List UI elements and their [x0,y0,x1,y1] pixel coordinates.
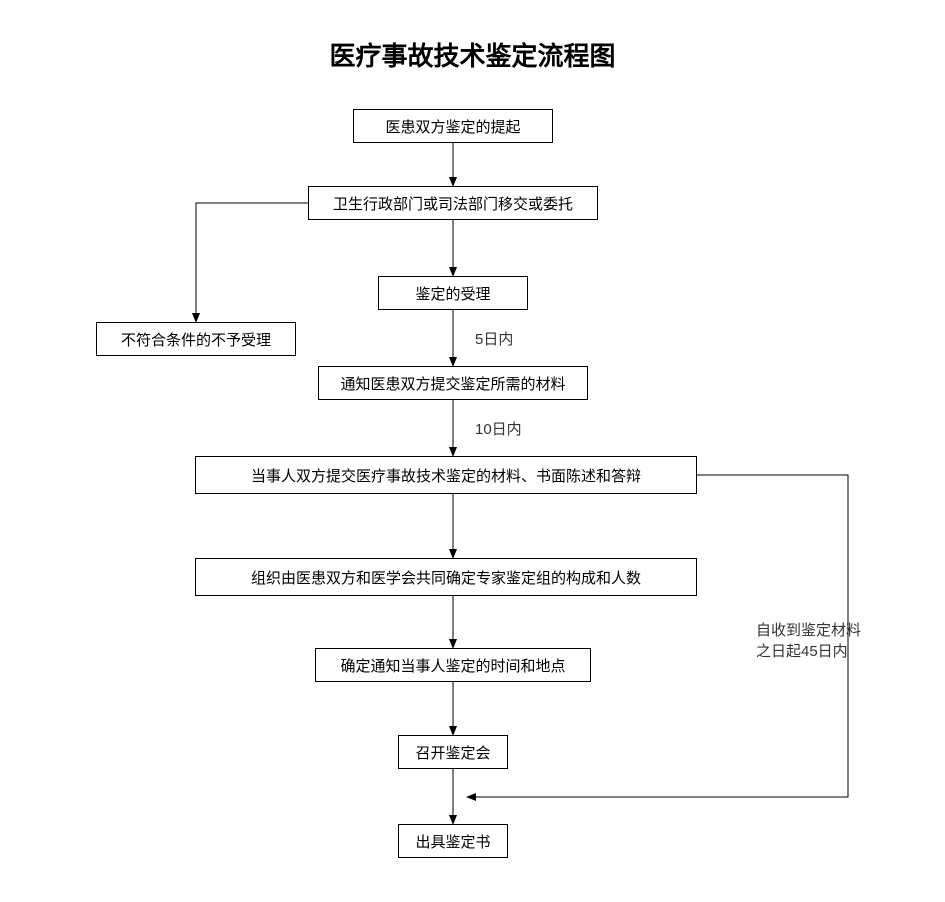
flowchart-node-n10: 出具鉴定书 [398,824,508,858]
flowchart-node-n1: 医患双方鉴定的提起 [353,109,553,143]
flowchart-node-n8: 确定通知当事人鉴定的时间和地点 [315,648,591,682]
flowchart-node-n3: 鉴定的受理 [378,276,528,310]
flowchart-node-n5: 通知医患双方提交鉴定所需的材料 [318,366,588,400]
flowchart-node-n2: 卫生行政部门或司法部门移交或委托 [308,186,598,220]
flowchart-title: 医疗事故技术鉴定流程图 [0,36,945,73]
flowchart-node-n9: 召开鉴定会 [398,735,508,769]
edge-label-n3-n5: 5日内 [475,328,513,349]
flowchart-node-n7: 组织由医患双方和医学会共同确定专家鉴定组的构成和人数 [195,558,697,596]
edge-label-n5-n6: 10日内 [475,418,522,439]
side-label-n6-n10: 自收到鉴定材料之日起45日内 [756,620,861,662]
flowchart-node-n6: 当事人双方提交医疗事故技术鉴定的材料、书面陈述和答辩 [195,456,697,494]
flowchart-node-n4: 不符合条件的不予受理 [96,322,296,356]
flowchart-edge-n2-n4 [196,203,308,322]
